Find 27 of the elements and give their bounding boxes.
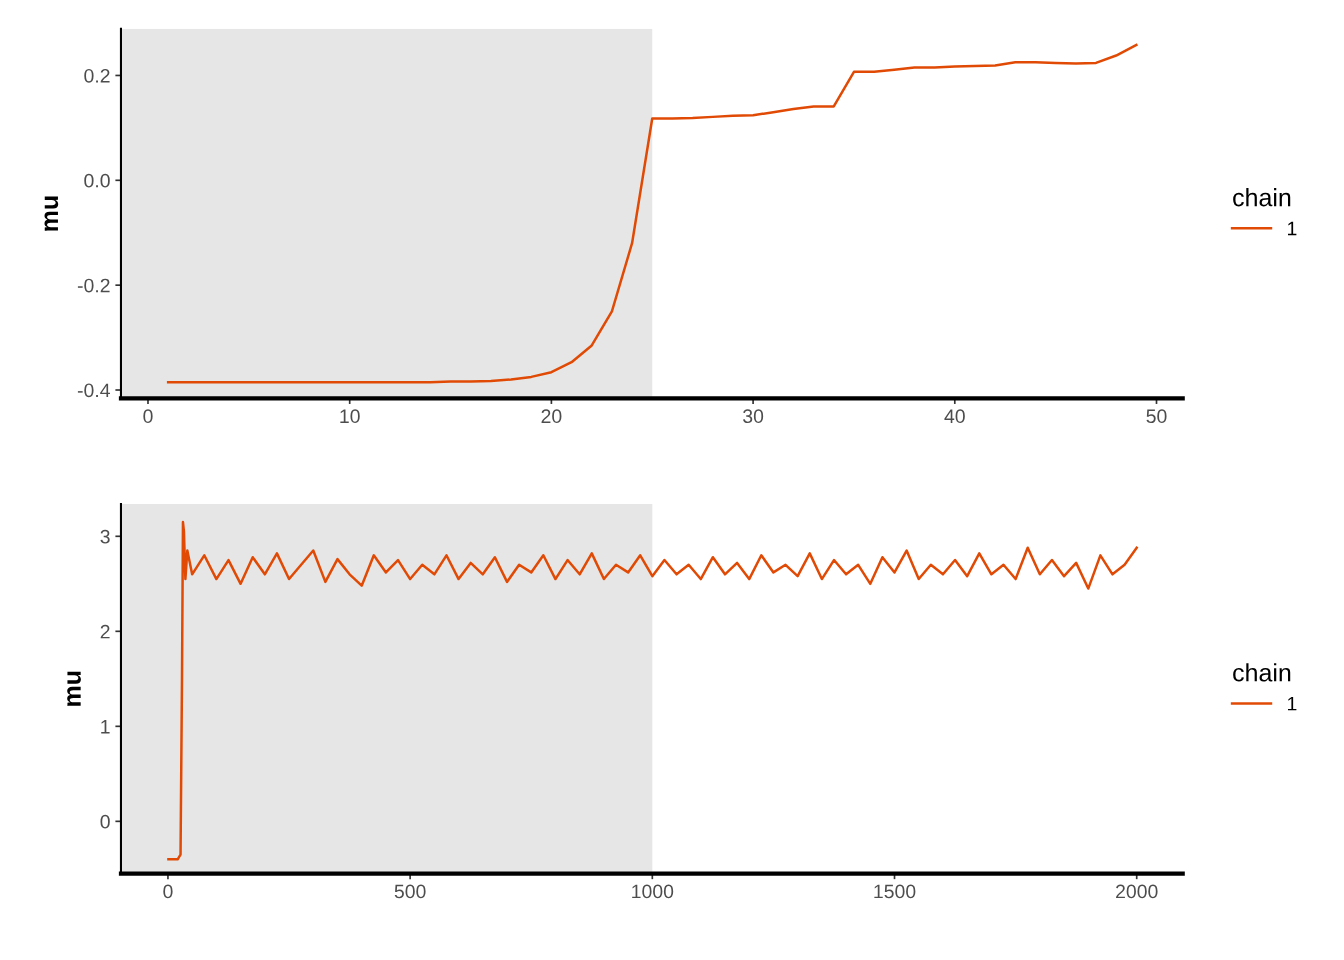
x-tick-label: 2000 (1116, 884, 1158, 899)
x-tick-label: 1500 (874, 884, 916, 899)
y-tick-label: -0.2 (77, 278, 110, 293)
legend-label: 1 (1288, 221, 1297, 236)
y-tick-label: 0.2 (84, 68, 110, 83)
y-tick-label: 3 (100, 529, 110, 544)
legend-title: chain (1233, 188, 1291, 207)
x-tick-label: 50 (1146, 409, 1167, 424)
legend-label: 1 (1288, 696, 1297, 711)
x-tick-label: 0 (143, 409, 153, 424)
x-tick-label: 20 (541, 409, 562, 424)
y-tick-label: 1 (101, 720, 110, 734)
y-tick-label: 0 (100, 814, 110, 829)
y-axis-title: mu (67, 671, 81, 706)
y-tick-label: 0.0 (84, 173, 110, 188)
x-tick-label: 40 (944, 409, 965, 424)
x-tick-label: 30 (743, 409, 764, 424)
y-tick-label: -0.4 (77, 383, 110, 398)
x-tick-label: 0 (163, 884, 173, 899)
x-tick-label: 500 (394, 884, 426, 899)
x-tick-label: 1000 (632, 884, 674, 899)
line-series (167, 520, 1138, 861)
y-axis-title: mu (44, 196, 59, 231)
legend-title: chain (1233, 663, 1291, 682)
x-tick-label: 10 (340, 409, 360, 424)
y-tick-label: 2 (100, 624, 110, 639)
line-series (166, 43, 1138, 384)
